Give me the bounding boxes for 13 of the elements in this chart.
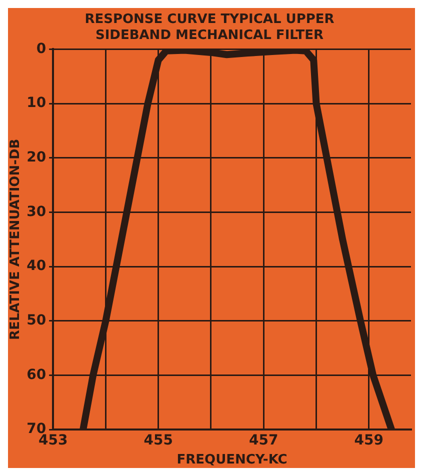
y-tick-label: 50 (26, 312, 46, 329)
y-tick-label: 60 (26, 366, 46, 383)
x-tick-label: 457 (249, 432, 278, 449)
y-tick-label: 20 (26, 150, 46, 166)
x-tick-label: 455 (144, 432, 173, 449)
y-tick-label: 0 (36, 40, 46, 57)
x-axis-title: FREQUENCY-KC (176, 452, 288, 468)
chart-title: RESPONSE CURVE TYPICAL UPPER SIDEBAND MECHANICAL FILTER (84, 12, 334, 43)
x-tick-label: 459 (354, 432, 384, 449)
y-tick-label: 10 (26, 95, 46, 112)
y-axis-title: RELATIVE ATTENUATION-DB (8, 138, 24, 340)
y-tick-label: 30 (26, 204, 46, 220)
y-tick-label: 40 (26, 258, 46, 274)
